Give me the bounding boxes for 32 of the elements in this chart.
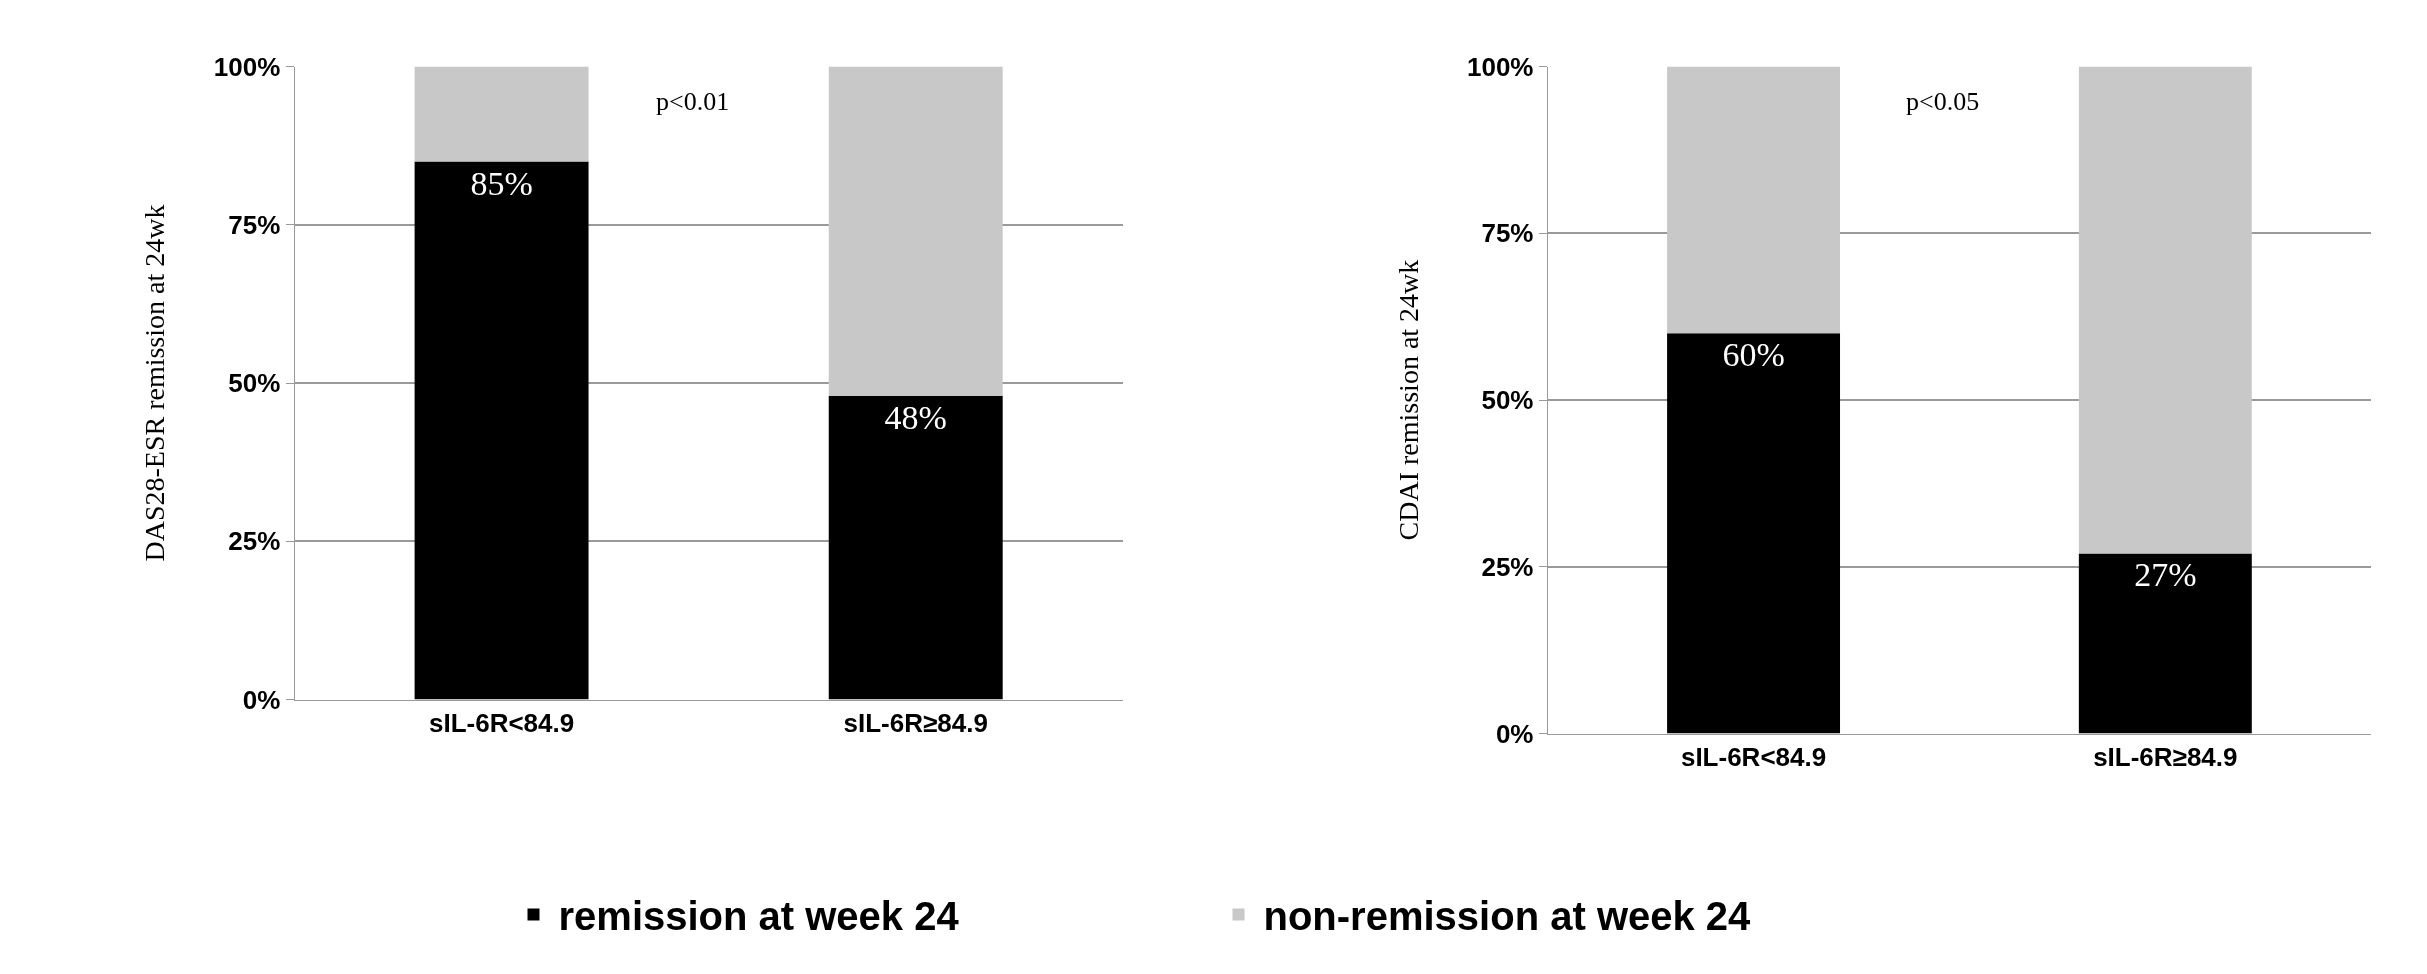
x-tick-label: sIL-6R<84.9 xyxy=(1680,741,1827,772)
y-tick-label: 25% xyxy=(1481,551,1534,582)
legend-label: non-remission at week 24 xyxy=(1263,894,1752,939)
data-label: 85% xyxy=(470,164,533,202)
legend-label: remission at week 24 xyxy=(558,894,960,939)
annotation: p<0.05 xyxy=(1906,87,1980,116)
bar xyxy=(828,66,1003,396)
y-tick-label: 50% xyxy=(228,368,281,399)
y-tick-label: 50% xyxy=(1481,385,1534,416)
bar xyxy=(2078,553,2252,734)
data-label: 27% xyxy=(2134,556,2197,594)
bar xyxy=(414,161,589,700)
y-axis-title: DAS28-ESR remission at 24wk xyxy=(139,204,171,562)
y-tick-label: 0% xyxy=(1495,718,1534,749)
data-label: 48% xyxy=(884,398,947,436)
x-tick-label: sIL-6R≥84.9 xyxy=(843,707,988,738)
y-tick-label: 25% xyxy=(228,526,281,557)
y-axis-title: CDAI remission at 24wk xyxy=(1392,259,1424,541)
y-tick-label: 100% xyxy=(213,51,281,82)
bar xyxy=(2078,66,2252,554)
y-tick-label: 100% xyxy=(1466,51,1534,82)
bar xyxy=(1667,66,1841,334)
bar xyxy=(1667,333,1841,734)
x-tick-label: sIL-6R≥84.9 xyxy=(2093,741,2238,772)
y-tick-label: 75% xyxy=(228,209,281,240)
y-tick-label: 0% xyxy=(242,684,281,715)
y-tick-label: 75% xyxy=(1481,218,1534,249)
bar xyxy=(414,66,589,162)
x-tick-label: sIL-6R<84.9 xyxy=(428,707,575,738)
bar xyxy=(828,395,1003,700)
annotation: p<0.01 xyxy=(656,87,730,116)
data-label: 60% xyxy=(1722,336,1785,374)
